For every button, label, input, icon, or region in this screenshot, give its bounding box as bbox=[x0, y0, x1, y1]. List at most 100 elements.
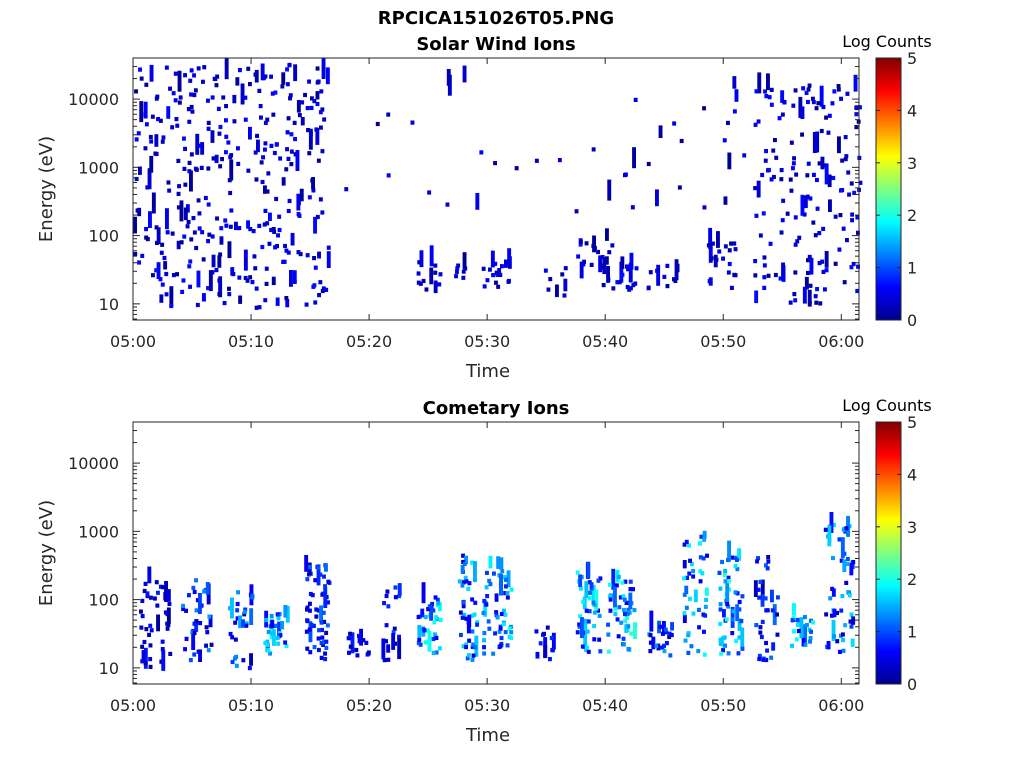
data-cell bbox=[459, 632, 463, 638]
data-cell bbox=[574, 209, 579, 214]
data-cell bbox=[651, 636, 656, 650]
data-cell bbox=[310, 96, 314, 101]
data-cell bbox=[836, 87, 841, 92]
data-cell bbox=[184, 636, 189, 641]
data-cell bbox=[194, 608, 199, 613]
data-cell bbox=[766, 555, 771, 560]
data-cell bbox=[219, 236, 224, 245]
data-cell bbox=[254, 286, 259, 291]
data-cell bbox=[256, 139, 260, 153]
data-cell bbox=[397, 638, 402, 660]
data-cell bbox=[769, 177, 774, 182]
data-cell bbox=[788, 177, 793, 182]
data-cell bbox=[721, 648, 725, 653]
y-tick-label-100: 100 bbox=[88, 591, 119, 610]
data-cell bbox=[618, 595, 623, 600]
data-cell bbox=[813, 233, 818, 238]
data-cell bbox=[764, 563, 768, 568]
data-cell bbox=[586, 561, 591, 579]
data-cell bbox=[433, 270, 438, 275]
data-cell bbox=[210, 234, 215, 239]
data-cell bbox=[606, 649, 611, 654]
data-cell bbox=[161, 585, 166, 590]
data-cell bbox=[180, 289, 185, 294]
data-cell bbox=[160, 242, 165, 247]
data-cell bbox=[550, 647, 555, 653]
data-cell bbox=[824, 251, 829, 268]
data-cell bbox=[509, 587, 514, 592]
data-cell bbox=[308, 128, 313, 150]
panel-solar-wind-ions: Solar Wind Ions 05:00 05:10 05:20 05:30 05:40… bbox=[36, 32, 932, 382]
data-cell bbox=[832, 89, 837, 94]
data-cell bbox=[464, 555, 468, 565]
data-cell bbox=[506, 570, 511, 588]
data-cell bbox=[755, 559, 759, 564]
data-cell bbox=[470, 657, 475, 662]
data-cell bbox=[782, 99, 787, 105]
data-cell bbox=[191, 216, 196, 221]
data-cell bbox=[560, 272, 565, 277]
data-cell bbox=[487, 578, 492, 583]
data-cell bbox=[740, 627, 745, 649]
data-cell bbox=[228, 155, 233, 160]
data-cell bbox=[305, 577, 310, 582]
data-cell bbox=[244, 621, 249, 626]
data-cell bbox=[602, 257, 607, 275]
data-cell bbox=[605, 228, 609, 241]
data-cell bbox=[224, 134, 229, 139]
data-cell bbox=[626, 624, 631, 629]
data-cell bbox=[789, 188, 794, 193]
data-cell bbox=[154, 134, 159, 147]
data-cell bbox=[318, 572, 323, 577]
data-cell bbox=[214, 83, 219, 88]
data-cell bbox=[185, 204, 190, 213]
data-cell bbox=[324, 639, 329, 644]
data-cell bbox=[704, 587, 709, 596]
data-cell bbox=[754, 213, 759, 218]
data-cell bbox=[596, 249, 600, 255]
data-cell bbox=[779, 177, 784, 182]
data-cell bbox=[238, 68, 242, 73]
data-cell bbox=[781, 198, 786, 203]
data-cell bbox=[725, 581, 730, 603]
data-cell bbox=[481, 266, 486, 271]
data-cell bbox=[756, 587, 761, 592]
data-cell bbox=[238, 615, 242, 629]
data-cell bbox=[326, 579, 331, 584]
data-cell bbox=[312, 645, 317, 650]
data-cell bbox=[249, 653, 253, 666]
data-cell bbox=[272, 629, 276, 646]
data-cell bbox=[203, 195, 208, 201]
data-cell bbox=[280, 84, 285, 89]
data-cell bbox=[708, 277, 713, 286]
data-cell bbox=[436, 601, 441, 606]
data-cell bbox=[732, 272, 737, 277]
data-cell bbox=[507, 626, 512, 631]
data-cell bbox=[726, 604, 731, 609]
data-cell bbox=[779, 230, 784, 235]
data-cell bbox=[811, 96, 815, 101]
data-cell bbox=[729, 241, 733, 246]
data-cell bbox=[322, 619, 327, 624]
data-cell bbox=[538, 641, 543, 646]
data-cell bbox=[793, 215, 798, 220]
data-cell bbox=[845, 556, 850, 562]
data-cell bbox=[229, 605, 233, 610]
data-cell bbox=[500, 264, 504, 269]
data-cell bbox=[615, 617, 620, 622]
data-cell bbox=[585, 645, 589, 650]
data-cell bbox=[766, 73, 770, 91]
data-cell bbox=[202, 589, 206, 594]
data-cell bbox=[486, 619, 491, 624]
data-cell bbox=[853, 74, 858, 92]
y-axis-label: Energy (eV) bbox=[36, 136, 57, 242]
data-cell bbox=[421, 582, 426, 604]
data-cell bbox=[580, 644, 585, 649]
data-cell bbox=[136, 131, 141, 136]
data-cell bbox=[619, 620, 624, 625]
data-cell bbox=[243, 609, 247, 614]
data-cell bbox=[806, 99, 810, 105]
data-cell bbox=[147, 566, 152, 584]
data-cell bbox=[664, 630, 669, 635]
data-cell bbox=[261, 76, 266, 81]
